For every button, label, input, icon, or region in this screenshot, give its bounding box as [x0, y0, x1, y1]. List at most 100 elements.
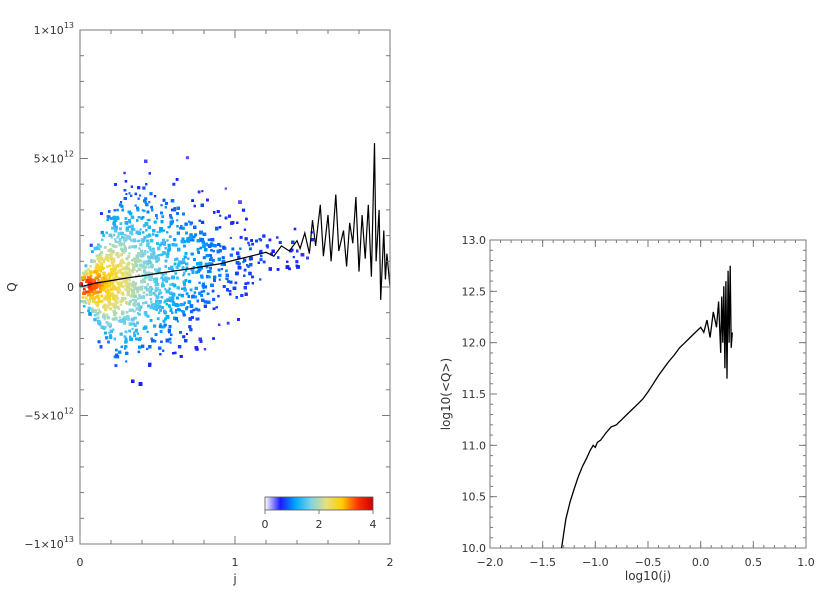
density-cell: [262, 234, 266, 238]
density-cell: [244, 237, 248, 241]
density-cell: [91, 284, 94, 287]
density-cell: [105, 282, 108, 285]
density-cell: [162, 240, 166, 244]
density-cell: [168, 337, 172, 341]
density-cell: [244, 282, 248, 285]
density-cell: [132, 267, 136, 271]
density-cell: [116, 281, 120, 285]
density-cell: [197, 190, 201, 194]
density-cell: [128, 252, 131, 255]
density-cell: [112, 303, 116, 307]
density-cell: [175, 257, 179, 261]
density-cell: [82, 271, 85, 275]
density-cell: [278, 240, 282, 244]
density-cell: [107, 278, 110, 281]
density-cell: [129, 245, 132, 249]
density-cell: [160, 204, 163, 207]
density-cell: [218, 268, 221, 272]
density-cell: [173, 285, 176, 288]
density-cell: [148, 172, 151, 175]
density-cell: [182, 258, 185, 261]
density-cell: [176, 320, 179, 323]
density-cell: [89, 270, 93, 274]
density-cell: [145, 234, 150, 238]
density-cell: [133, 245, 137, 249]
density-cell: [259, 250, 263, 254]
density-cell: [133, 299, 137, 303]
density-cell: [108, 331, 111, 334]
density-cell: [108, 284, 111, 287]
density-cell: [108, 264, 112, 267]
density-cell: [103, 283, 108, 287]
density-cell: [176, 308, 181, 312]
density-cell: [118, 227, 122, 231]
density-cell: [160, 296, 164, 299]
density-cell: [199, 246, 203, 250]
density-cell: [134, 316, 137, 320]
density-cell: [123, 249, 127, 252]
density-cell: [176, 206, 180, 210]
density-cell: [203, 348, 207, 351]
density-cell: [98, 310, 102, 314]
density-cell: [131, 245, 134, 248]
density-cell: [142, 224, 146, 228]
density-cell: [117, 307, 120, 310]
density-cell: [118, 287, 121, 290]
density-cell: [102, 261, 105, 264]
density-cell: [188, 325, 192, 329]
density-cell: [162, 198, 166, 202]
density-cell: [137, 274, 140, 277]
density-cell: [240, 294, 244, 297]
density-cell: [189, 221, 193, 225]
density-cell: [160, 253, 164, 257]
density-cell: [146, 242, 150, 245]
density-cell: [110, 268, 114, 272]
density-cell: [133, 284, 137, 287]
density-cell: [249, 256, 253, 261]
density-cell: [229, 280, 233, 284]
density-cell: [212, 337, 215, 340]
density-cell: [134, 204, 137, 207]
density-cell: [114, 226, 118, 230]
density-cell: [145, 293, 148, 296]
density-cell: [91, 250, 94, 253]
density-cell: [231, 221, 235, 224]
density-cell: [147, 278, 151, 281]
density-cell: [83, 288, 86, 291]
density-cell: [102, 276, 107, 280]
density-cell: [199, 261, 203, 265]
density-cell: [168, 267, 171, 270]
density-cell: [136, 219, 139, 222]
density-cell: [172, 301, 176, 305]
density-cell: [182, 280, 186, 284]
density-cell: [180, 239, 184, 244]
density-cell: [183, 301, 186, 304]
density-cell: [215, 226, 219, 231]
density-cell: [87, 291, 90, 294]
density-cell: [132, 264, 136, 268]
density-cell: [109, 252, 113, 256]
density-cell: [84, 264, 88, 268]
density-cell: [133, 310, 136, 313]
density-cell: [293, 227, 297, 231]
density-cell: [141, 344, 145, 348]
density-cell: [266, 246, 269, 249]
density-cell: [112, 233, 116, 237]
density-cell: [146, 239, 149, 243]
density-cell: [237, 266, 242, 270]
density-cell: [112, 264, 116, 268]
density-cell: [259, 278, 262, 281]
density-cell: [137, 350, 141, 354]
density-cell: [206, 300, 211, 304]
density-cell: [125, 360, 128, 363]
density-cell: [177, 263, 181, 267]
density-cell: [170, 265, 174, 270]
density-cell: [161, 281, 164, 285]
density-cell: [247, 281, 250, 285]
density-cell: [108, 325, 112, 329]
density-cell: [220, 263, 223, 266]
density-cell: [140, 249, 143, 253]
density-cell: [96, 264, 99, 268]
density-cell: [138, 345, 142, 349]
density-cell: [143, 187, 146, 190]
